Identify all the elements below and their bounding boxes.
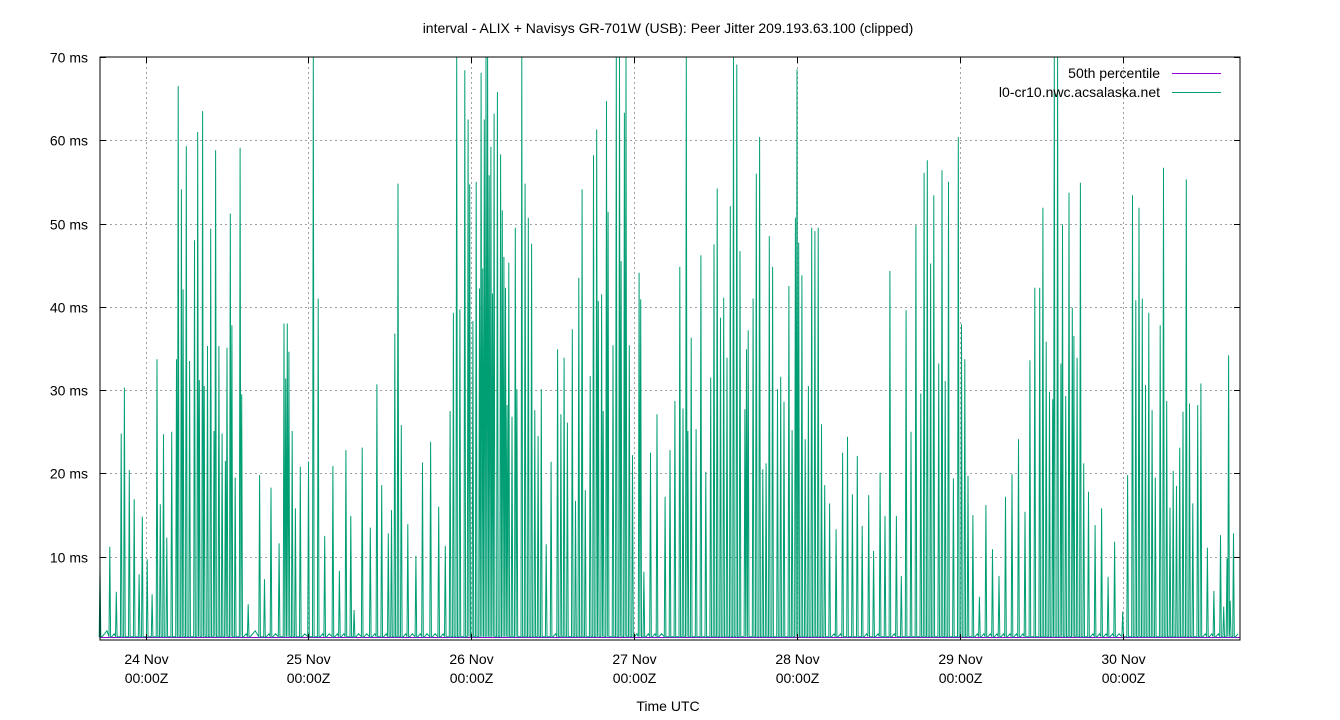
x-tick-date-label: 29 Nov	[938, 651, 982, 667]
plot-border	[99, 56, 1241, 641]
x-tick-time-label: 00:00Z	[1102, 670, 1146, 686]
y-tick-label: 10 ms	[50, 550, 88, 566]
x-tick-date-label: 24 Nov	[124, 651, 168, 667]
x-tick-date-label: 25 Nov	[286, 651, 330, 667]
y-tick-label: 20 ms	[50, 466, 88, 482]
y-tick-label: 70 ms	[50, 50, 88, 66]
x-tick-date-label: 26 Nov	[449, 651, 493, 667]
x-tick-time-label: 00:00Z	[287, 670, 331, 686]
series-peer-jitter-line	[98, 56, 1239, 639]
y-tick-label: 40 ms	[50, 300, 88, 316]
series-area	[98, 56, 1240, 639]
axes: 10 ms 20 ms 30 ms 40 ms 50 ms 60 ms 70 ms 24 No…	[50, 50, 1240, 686]
x-tick-date-label: 30 Nov	[1101, 651, 1145, 667]
x-axis-label: Time UTC	[636, 698, 699, 714]
legend: 50th percentile l0-cr10.nwc.acsalaska.net	[999, 65, 1221, 100]
y-tick-label: 50 ms	[50, 217, 88, 233]
x-tick-time-label: 00:00Z	[450, 670, 494, 686]
y-tick-label: 60 ms	[50, 133, 88, 149]
x-tick-time-label: 00:00Z	[613, 670, 657, 686]
x-tick-time-label: 00:00Z	[939, 670, 983, 686]
y-tick-label: 30 ms	[50, 383, 88, 399]
chart-title: interval - ALIX + Navisys GR-701W (USB):…	[423, 20, 914, 36]
legend-label-peer: l0-cr10.nwc.acsalaska.net	[999, 84, 1160, 100]
x-tick-time-label: 00:00Z	[776, 670, 820, 686]
legend-label-50th-percentile: 50th percentile	[1068, 65, 1160, 81]
x-tick-date-label: 27 Nov	[612, 651, 656, 667]
x-tick-date-label: 28 Nov	[775, 651, 819, 667]
x-tick-time-label: 00:00Z	[125, 670, 169, 686]
